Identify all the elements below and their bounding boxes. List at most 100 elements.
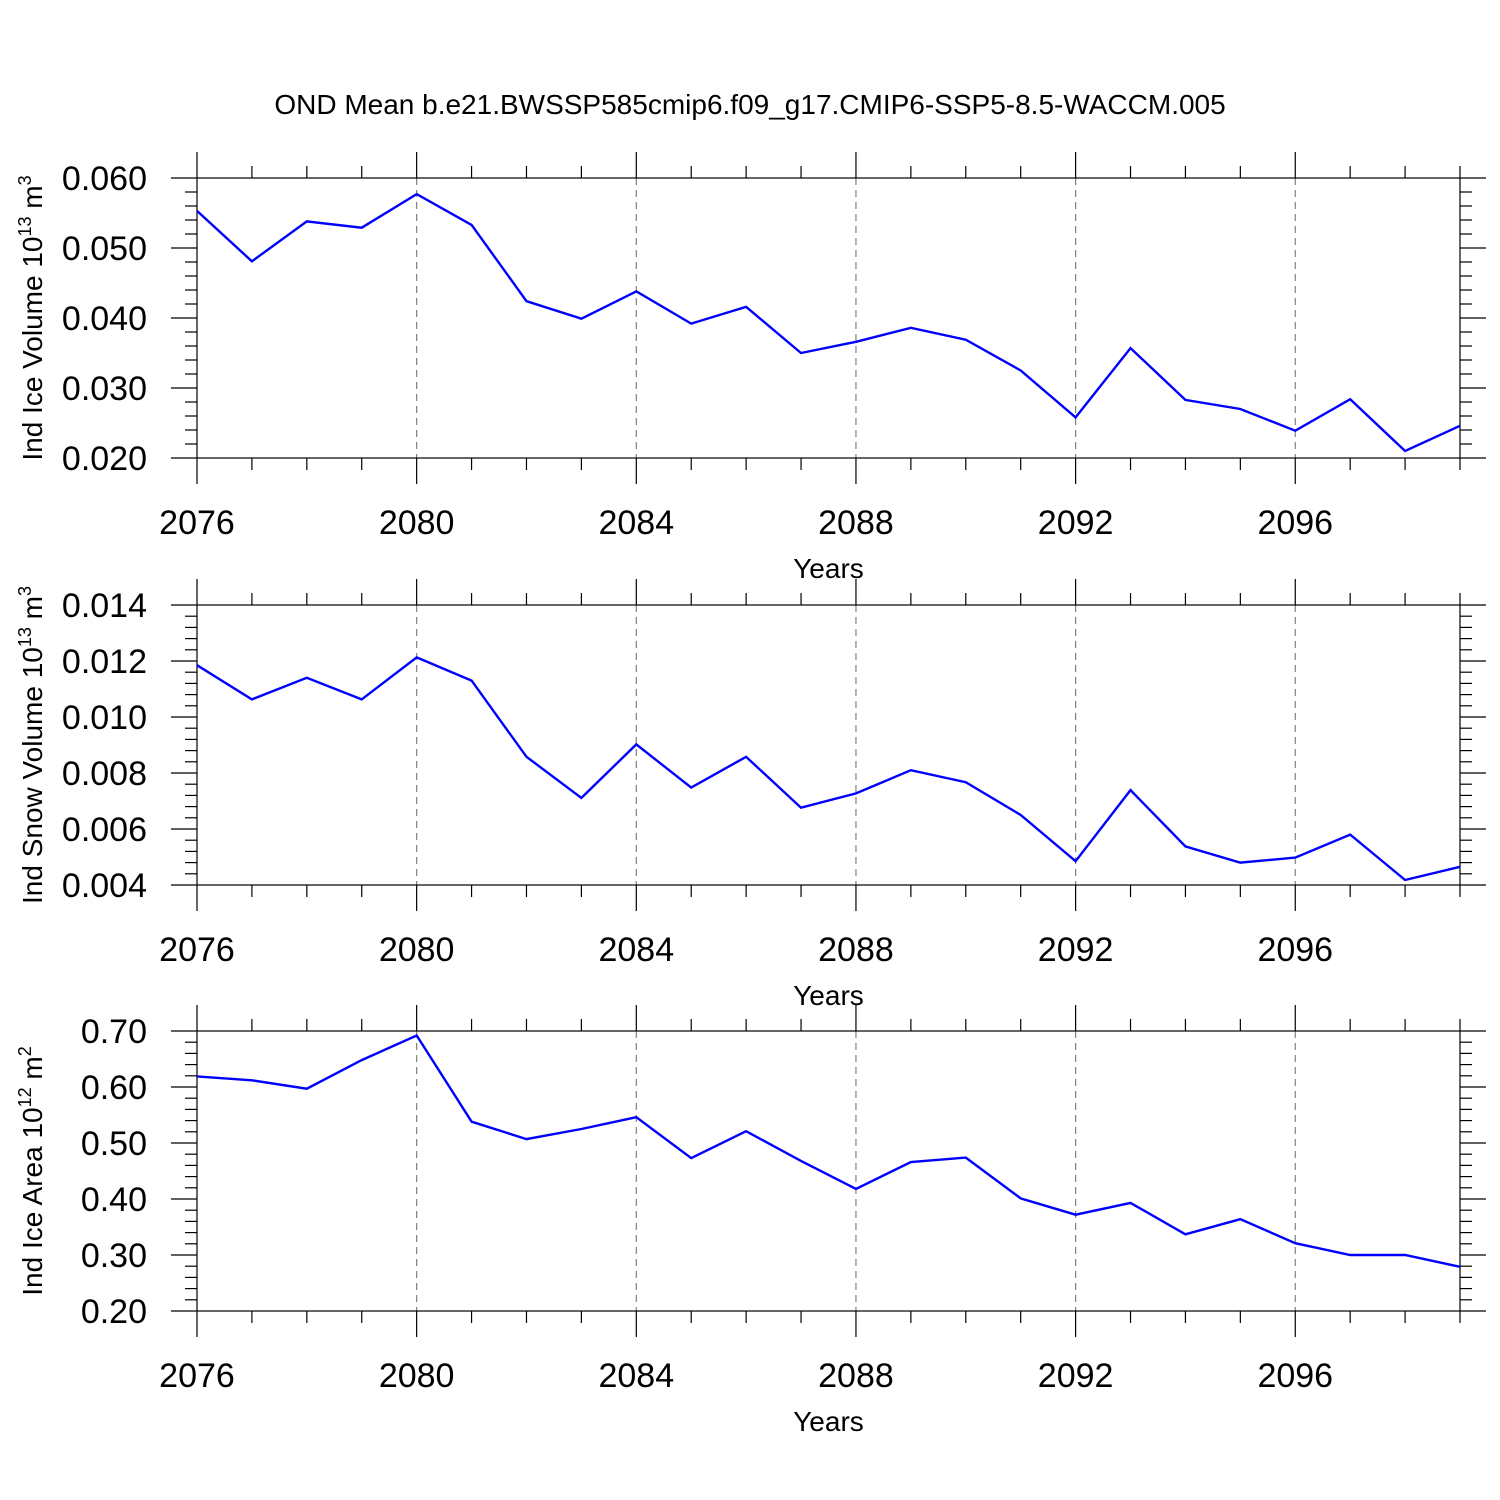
y-axis-title-exponent: 2 xyxy=(15,1046,35,1056)
x-tick-label: 2084 xyxy=(598,504,674,542)
y-tick-label: 0.040 xyxy=(62,300,147,338)
data-point xyxy=(470,223,474,227)
data-point xyxy=(195,209,199,213)
data-point xyxy=(305,676,309,680)
x-tick-label: 2096 xyxy=(1257,931,1333,969)
data-point xyxy=(1074,415,1078,419)
data-point xyxy=(744,305,748,309)
data-point xyxy=(250,259,254,263)
data-point xyxy=(1238,861,1242,865)
y-tick-label: 0.006 xyxy=(62,811,147,849)
x-tick-label: 2080 xyxy=(379,931,455,969)
data-point xyxy=(1129,788,1133,792)
data-point xyxy=(305,1087,309,1091)
x-tick-label: 2096 xyxy=(1257,1357,1333,1395)
data-point xyxy=(909,1160,913,1164)
x-tick-label: 2080 xyxy=(379,1357,455,1395)
data-point xyxy=(1238,407,1242,411)
plot-frame xyxy=(196,177,1461,459)
data-point xyxy=(250,697,254,701)
data-point xyxy=(524,299,528,303)
data-point xyxy=(1348,833,1352,837)
y-axis-title-exponent: 3 xyxy=(15,586,35,596)
x-axis-title: Years xyxy=(793,1406,864,1437)
y-axis-title-text: Ind Snow Volume 10 xyxy=(17,647,48,904)
y-axis-title-exponent: 13 xyxy=(15,627,35,647)
y-tick-label: 0.060 xyxy=(62,160,147,198)
y-tick-label: 0.020 xyxy=(62,440,147,478)
x-tick-label: 2096 xyxy=(1257,504,1333,542)
x-tick-label: 2092 xyxy=(1038,1357,1114,1395)
y-axis-title: Ind Ice Volume 1013 m3 xyxy=(15,175,48,460)
x-tick-label: 2088 xyxy=(818,1357,894,1395)
data-point xyxy=(415,655,419,659)
y-tick-label: 0.50 xyxy=(81,1125,147,1163)
data-point xyxy=(1293,429,1297,433)
data-point xyxy=(1019,813,1023,817)
x-axis-title: Years xyxy=(793,553,864,584)
series-line xyxy=(196,192,1461,453)
data-point xyxy=(1183,1232,1187,1236)
data-point xyxy=(1019,1196,1023,1200)
data-point xyxy=(360,226,364,230)
data-point xyxy=(470,1120,474,1124)
data-point xyxy=(964,1156,968,1160)
data-point xyxy=(1458,424,1462,428)
data-point xyxy=(744,755,748,759)
data-point xyxy=(360,1058,364,1062)
data-point xyxy=(634,742,638,746)
data-point xyxy=(1129,1201,1133,1205)
x-tick-label: 2084 xyxy=(598,1357,674,1395)
x-tick-label: 2092 xyxy=(1038,931,1114,969)
data-point xyxy=(360,697,364,701)
y-axis-title-text: m xyxy=(17,596,48,627)
data-point xyxy=(964,780,968,784)
data-point xyxy=(1458,1265,1462,1269)
y-tick-label: 0.20 xyxy=(81,1293,147,1331)
data-point xyxy=(1403,449,1407,453)
y-tick-label: 0.014 xyxy=(62,587,147,625)
data-point xyxy=(909,326,913,330)
data-point xyxy=(1074,859,1078,863)
data-point xyxy=(689,322,693,326)
data-point xyxy=(744,1129,748,1133)
data-point xyxy=(1238,1217,1242,1221)
figure-title: OND Mean b.e21.BWSSP585cmip6.f09_g17.CMI… xyxy=(274,89,1225,120)
data-point xyxy=(1074,1213,1078,1217)
y-axis-title-text: m xyxy=(17,185,48,216)
data-point xyxy=(1348,397,1352,401)
y-axis-title: Ind Snow Volume 1013 m3 xyxy=(15,586,48,904)
y-tick-label: 0.004 xyxy=(62,867,147,905)
y-axis-title-text: Ind Ice Area 10 xyxy=(17,1107,48,1295)
y-tick-label: 0.30 xyxy=(81,1237,147,1275)
data-point xyxy=(634,1115,638,1119)
data-point xyxy=(250,1078,254,1082)
y-tick-label: 0.050 xyxy=(62,230,147,268)
data-point xyxy=(579,317,583,321)
data-point xyxy=(799,806,803,810)
data-point xyxy=(634,289,638,293)
x-tick-label: 2088 xyxy=(818,931,894,969)
data-point xyxy=(195,663,199,667)
plot-frame xyxy=(196,604,1461,886)
panel-ice-area: 2076 2080 2084 2088 2092 2096 0.20 0.30 0.40 0.50… xyxy=(15,1005,1486,1437)
data-point xyxy=(1293,856,1297,860)
data-point xyxy=(1458,865,1462,869)
data-point xyxy=(689,786,693,790)
y-tick-label: 0.010 xyxy=(62,699,147,737)
data-point xyxy=(195,1074,199,1078)
y-axis-title-exponent: 13 xyxy=(15,216,35,236)
y-tick-label: 0.030 xyxy=(62,370,147,408)
data-point xyxy=(305,219,309,223)
data-point xyxy=(579,796,583,800)
data-point xyxy=(1129,346,1133,350)
data-point xyxy=(524,1137,528,1141)
data-point xyxy=(1019,369,1023,373)
x-tick-label: 2084 xyxy=(598,931,674,969)
y-axis-title-text: Ind Ice Volume 10 xyxy=(17,237,48,461)
y-tick-label: 0.40 xyxy=(81,1181,147,1219)
series-line xyxy=(196,656,1461,882)
data-point xyxy=(964,338,968,342)
y-tick-label: 0.008 xyxy=(62,755,147,793)
